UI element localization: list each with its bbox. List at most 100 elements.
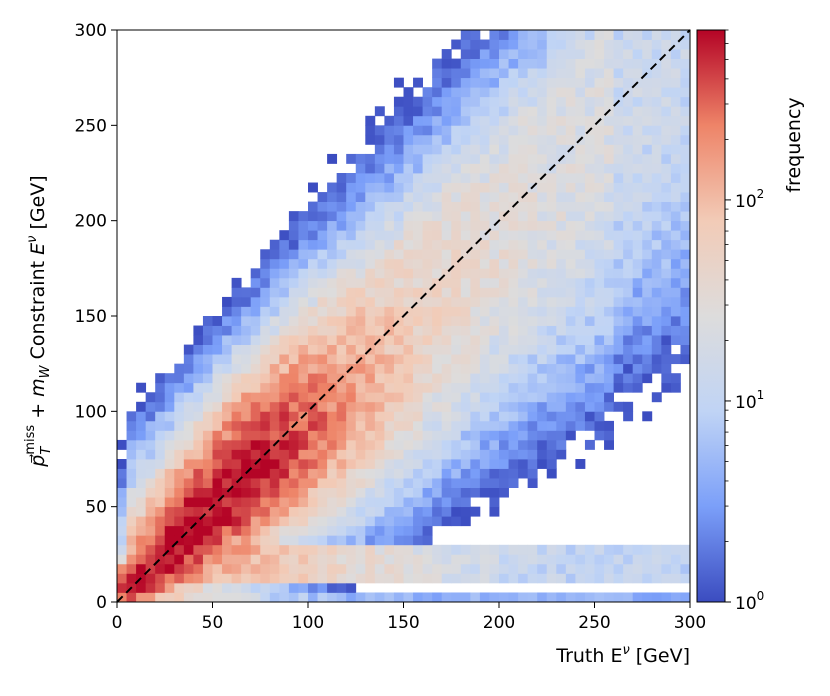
heatmap-cell <box>413 449 423 460</box>
heatmap-cell <box>632 344 643 355</box>
heatmap-cell <box>241 563 252 574</box>
heatmap-cell <box>432 182 443 193</box>
heatmap-cell <box>231 478 242 488</box>
heatmap-cell <box>537 363 548 374</box>
heatmap-cell <box>202 592 213 603</box>
heatmap-cell <box>384 220 395 231</box>
heatmap-cell <box>403 344 414 355</box>
heatmap-cell <box>260 563 271 574</box>
heatmap-cell <box>499 316 509 326</box>
heatmap-cell <box>422 525 433 536</box>
heatmap-cell <box>451 392 462 403</box>
heatmap-cell <box>403 363 414 374</box>
heatmap-cell <box>441 68 452 79</box>
heatmap-cell <box>355 439 366 450</box>
heatmap-cell <box>441 420 452 431</box>
heatmap-cell <box>164 506 175 517</box>
heatmap-cell <box>308 497 318 508</box>
heatmap-cell <box>518 230 529 241</box>
heatmap-cell <box>241 354 252 365</box>
heatmap-cell <box>241 592 252 603</box>
heatmap-cell <box>575 573 586 584</box>
heatmap-cell <box>575 192 586 202</box>
heatmap-cell <box>680 173 691 183</box>
heatmap-cell <box>537 325 548 336</box>
heatmap-cell <box>117 582 127 593</box>
heatmap-cell <box>317 211 328 222</box>
heatmap-cell <box>670 68 681 79</box>
heatmap-cell <box>556 401 567 412</box>
heatmap-cell <box>432 478 443 488</box>
heatmap-cell <box>575 249 586 260</box>
heatmap-cell <box>136 411 147 422</box>
heatmap-cell <box>202 573 213 584</box>
heatmap-cell <box>346 401 357 412</box>
heatmap-cell <box>632 325 643 336</box>
heatmap-cell <box>422 249 433 260</box>
heatmap-cell <box>451 77 462 88</box>
heatmap-cell <box>413 525 423 536</box>
heatmap-cell <box>374 239 385 250</box>
heatmap-cell <box>298 506 309 517</box>
heatmap-cell <box>298 478 309 488</box>
heatmap-cell <box>537 239 548 250</box>
heatmap-cell <box>632 554 643 565</box>
heatmap-cell <box>642 258 653 269</box>
heatmap-cell <box>499 411 509 422</box>
heatmap-cell <box>384 506 395 517</box>
heatmap-cell <box>327 554 338 565</box>
heatmap-cell <box>470 211 481 222</box>
heatmap-cell <box>613 49 624 59</box>
heatmap-cell <box>250 592 261 603</box>
heatmap-cell <box>575 363 586 374</box>
heatmap-cell <box>546 49 557 59</box>
heatmap-cell <box>575 239 586 250</box>
heatmap-cell <box>556 354 567 365</box>
heatmap-cell <box>460 478 471 488</box>
heatmap-cell <box>441 573 452 584</box>
heatmap-cell <box>613 354 624 365</box>
heatmap-cell <box>413 249 423 260</box>
heatmap-cell <box>556 125 567 136</box>
heatmap-cell <box>174 382 185 393</box>
heatmap-cell <box>489 173 500 183</box>
heatmap-cell <box>374 487 385 498</box>
heatmap-cell <box>623 249 634 260</box>
heatmap-cell <box>222 554 232 565</box>
heatmap-cell <box>155 497 166 508</box>
heatmap-cell <box>594 325 605 336</box>
heatmap-cell <box>556 144 567 155</box>
heatmap-cell <box>374 439 385 450</box>
heatmap-cell <box>336 335 347 345</box>
heatmap-cell <box>202 516 213 527</box>
heatmap-cell <box>499 153 509 164</box>
heatmap-cell <box>661 106 672 117</box>
heatmap-cell <box>489 287 500 298</box>
heatmap-cell <box>384 544 395 555</box>
heatmap-cell <box>537 58 548 69</box>
heatmap-cell <box>613 87 624 98</box>
heatmap-cell <box>460 430 471 441</box>
heatmap-cell <box>355 268 366 279</box>
heatmap-cell <box>632 268 643 279</box>
heatmap-cell <box>508 163 519 174</box>
heatmap-cell <box>670 249 681 260</box>
heatmap-cell <box>451 87 462 98</box>
heatmap-cell <box>365 211 376 222</box>
heatmap-cell <box>604 401 614 412</box>
heatmap-cell <box>365 287 376 298</box>
heatmap-cell <box>537 211 548 222</box>
heatmap-cell <box>393 363 404 374</box>
heatmap-cell <box>556 249 567 260</box>
heatmap-cell <box>193 573 204 584</box>
heatmap-cell <box>422 325 433 336</box>
heatmap-cell <box>422 468 433 479</box>
heatmap-cell <box>260 363 271 374</box>
heatmap-cell <box>336 535 347 546</box>
heatmap-cell <box>680 144 691 155</box>
heatmap-cell <box>565 230 576 241</box>
heatmap-cell <box>422 478 433 488</box>
heatmap-cell <box>393 430 404 441</box>
heatmap-cell <box>594 173 605 183</box>
heatmap-cell <box>451 516 462 527</box>
